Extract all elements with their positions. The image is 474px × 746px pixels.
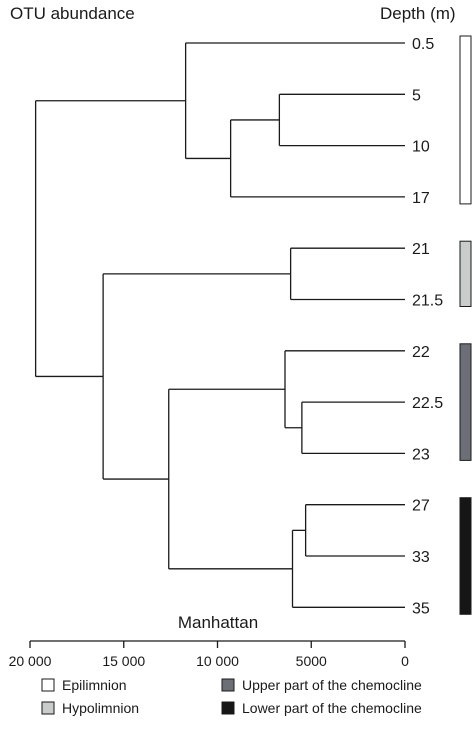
depth-header: Depth (m)	[380, 4, 456, 23]
zone-bar	[459, 343, 472, 461]
depth-zone-bars	[459, 35, 472, 615]
leaf-label: 35	[412, 600, 430, 617]
leaf-label: 10	[412, 139, 430, 156]
zone-bar	[459, 35, 472, 205]
legend-swatch	[41, 678, 55, 692]
x-axis: 20 000 15 000 10 000 5000 0	[9, 640, 409, 669]
legend-label: Upper part of the chemocline	[242, 677, 422, 693]
x-tick-label: 5000	[296, 653, 327, 669]
zone-bar	[459, 497, 472, 615]
x-axis-label: Manhattan	[178, 613, 258, 632]
x-tick-label: 20 000	[9, 653, 52, 669]
leaf-label: 21.5	[412, 293, 443, 310]
leaf-label: 23	[412, 446, 430, 463]
leaf-label: 21	[412, 241, 430, 258]
zone-bar	[459, 240, 472, 307]
leaf-label: 27	[412, 498, 430, 515]
dendrogram-branches	[34, 42, 405, 608]
leaf-label: 33	[412, 549, 430, 566]
x-tick-label: 10 000	[196, 653, 239, 669]
leaf-label: 17	[412, 190, 430, 207]
legend-label: Lower part of the chemocline	[242, 700, 422, 716]
x-tick-label: 15 000	[102, 653, 145, 669]
leaf-label: 22	[412, 344, 430, 361]
legend-label: Hypolimnion	[62, 700, 139, 716]
legend-swatch	[41, 701, 55, 715]
leaf-label: 5	[412, 87, 421, 104]
leaf-label: 22.5	[412, 395, 443, 412]
legend-swatch	[221, 678, 235, 692]
leaf-labels: 0.5 5 10 17 21 21.5 22 22.5 23 27 33 35	[412, 36, 443, 617]
legend: Epilimnion Upper part of the chemocline Hy…	[41, 677, 422, 716]
leaf-label: 0.5	[412, 36, 434, 53]
legend-swatch	[221, 701, 235, 715]
legend-label: Epilimnion	[62, 677, 127, 693]
figure-title: OTU abundance	[10, 4, 135, 23]
x-tick-label: 0	[401, 653, 409, 669]
